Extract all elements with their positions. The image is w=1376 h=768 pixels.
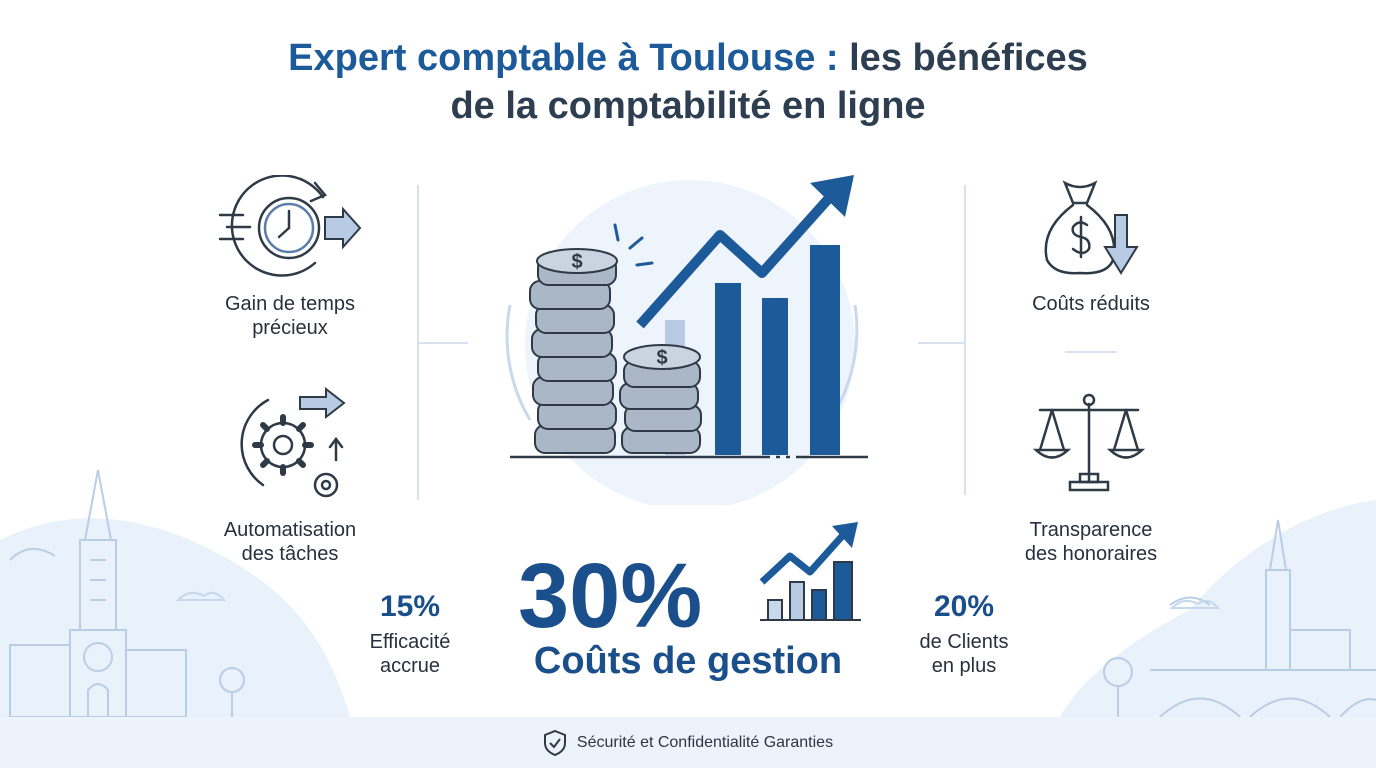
costs-label: Coûts de gestion [533,640,843,682]
clients-label: de Clients en plus [919,631,1009,677]
footer-text: Sécurité et Confidentialité Garanties [576,733,834,751]
growth-chart-icon: $ $ [505,175,868,505]
efficiency-percentage: 15% [379,590,441,623]
clients-percentage: 20% [933,590,995,623]
page-title: Expert comptable à Toulouse : les bénéfi… [0,34,1376,130]
shield-check-icon [543,729,566,756]
title-line1-highlight: Expert comptable à Toulouse : [288,37,850,79]
title-line1-rest: les bénéfices [849,37,1088,79]
feature-time-saving-label: Gain de temps précieux [224,293,356,339]
svg-text:$: $ [656,347,667,369]
clock-icon [218,175,362,277]
costs-percentage: 30% [518,545,703,647]
title-line2: de la comptabilité en ligne [450,85,926,127]
feature-transparency-label: Transparence des honoraires [1024,519,1158,565]
feature-automation-label: Automatisation des tâches [223,519,357,565]
mini-growth-chart-icon [759,522,861,621]
feature-reduced-costs-label: Coûts réduits [1032,293,1150,315]
efficiency-label: Efficacité accrue [369,631,451,677]
scales-icon [1032,393,1146,492]
footer-bar: Sécurité et Confidentialité Garanties [0,717,1376,768]
svg-text:$: $ [571,251,582,273]
money-bag-icon [1044,180,1139,275]
gears-icon [240,386,346,498]
